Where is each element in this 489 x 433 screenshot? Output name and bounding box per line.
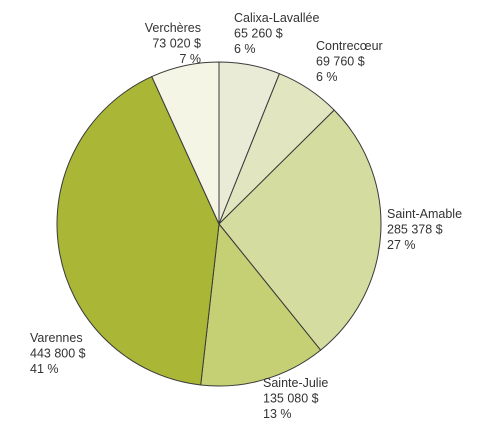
slice-label-calixa-lavallee: Calixa-Lavallée 65 260 $6 %: [234, 11, 320, 56]
pie-slice-sainte-julie: [200, 222, 322, 387]
slice-percent: 27 %: [387, 238, 416, 252]
slice-percent: 6 %: [316, 70, 338, 84]
slice-value: 73 020 $: [152, 37, 201, 51]
slice-value: 285 378 $: [387, 223, 443, 237]
slice-value: 65 260 $: [234, 27, 283, 41]
slice-name: Varennes: [30, 331, 83, 345]
slice-name: Calixa-Lavallée: [234, 11, 320, 25]
slice-percent: 7 %: [179, 52, 201, 66]
slice-label-sainte-julie: Sainte-Julie 135 080 $13 %: [263, 376, 328, 421]
slice-label-saint-amable: Saint-Amable 285 378 $27 %: [387, 207, 462, 252]
slice-value: 69 760 $: [316, 55, 365, 69]
pie-slice-vercheres: [151, 61, 220, 225]
slice-name: Sainte-Julie: [263, 376, 328, 390]
slice-label-varennes: Varennes 443 800 $41 %: [30, 331, 86, 376]
slice-percent: 41 %: [30, 362, 59, 376]
pie-slice-varennes: [56, 75, 220, 386]
pie-slices: [56, 61, 382, 387]
slice-label-contrecoeur: Contrecœur 69 760 $6 %: [316, 39, 383, 84]
slice-percent: 13 %: [263, 407, 292, 421]
slice-label-vercheres: Verchères 73 020 $7 %: [145, 21, 201, 66]
slice-percent: 6 %: [234, 42, 256, 56]
slice-name: Verchères: [145, 21, 201, 35]
slice-name: Saint-Amable: [387, 207, 462, 221]
pie-slice-saint-amable: [218, 109, 382, 351]
slice-name: Contrecœur: [316, 39, 383, 53]
slice-value: 443 800 $: [30, 347, 86, 361]
slice-value: 135 080 $: [263, 392, 319, 406]
